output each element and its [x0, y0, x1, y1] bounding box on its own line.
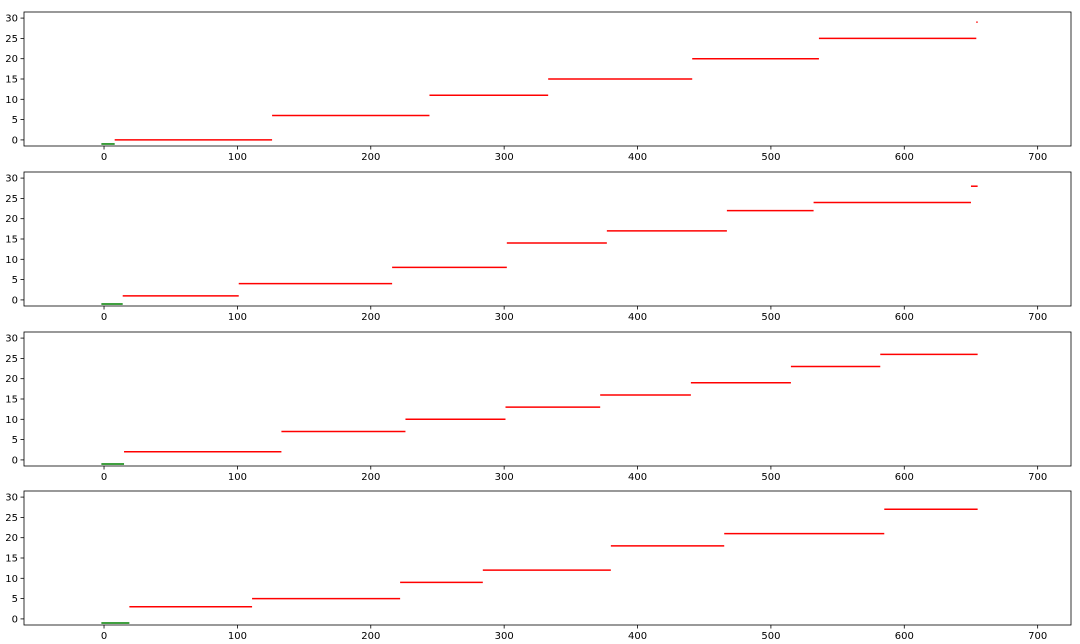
y-tick-label: 5 — [12, 275, 18, 286]
x-tick-label: 700 — [1028, 152, 1047, 163]
y-tick-label: 20 — [5, 374, 18, 385]
y-tick-label: 15 — [5, 235, 18, 246]
y-tick-label: 10 — [5, 415, 18, 426]
y-tick-label: 5 — [12, 115, 18, 126]
axes-frame — [23, 490, 1072, 626]
x-tick-label: 500 — [761, 312, 780, 323]
x-tick-label: 0 — [101, 152, 107, 163]
subplot-2: 0 100 200 300 400 500 600 700 0 5 10 15 20 25 30 — [5, 171, 1072, 323]
y-tick-label: 15 — [5, 75, 18, 86]
axes-frame — [23, 331, 1072, 467]
x-tick-label: 500 — [761, 152, 780, 163]
x-tick-label: 100 — [228, 312, 247, 323]
x-tick-label: 400 — [628, 152, 647, 163]
subplot-4: 0 100 200 300 400 500 600 700 0 5 10 15 20 25 30 — [5, 490, 1072, 642]
y-tick-label: 10 — [5, 255, 18, 266]
x-tick-label: 600 — [895, 312, 914, 323]
y-tick-label: 25 — [5, 194, 18, 205]
axes-frame — [23, 11, 1072, 147]
y-tick-label: 0 — [12, 455, 18, 466]
x-tick-label: 100 — [228, 631, 247, 642]
axes-frame — [23, 171, 1072, 307]
x-tick-label: 500 — [761, 631, 780, 642]
x-tick-label: 100 — [228, 152, 247, 163]
subplot-3: 0 100 200 300 400 500 600 700 0 5 10 15 20 25 30 — [5, 331, 1072, 483]
y-tick-label: 20 — [5, 214, 18, 225]
y-tick-label: 20 — [5, 54, 18, 65]
x-tick-label: 200 — [361, 312, 380, 323]
y-tick-label: 10 — [5, 95, 18, 106]
y-tick-label: 30 — [5, 174, 18, 185]
x-tick-label: 600 — [895, 631, 914, 642]
x-tick-label: 300 — [495, 472, 514, 483]
y-tick-label: 25 — [5, 513, 18, 524]
y-tick-label: 20 — [5, 533, 18, 544]
y-tick-label: 25 — [5, 354, 18, 365]
y-tick-label: 5 — [12, 435, 18, 446]
x-tick-label: 300 — [495, 152, 514, 163]
x-tick-label: 300 — [495, 631, 514, 642]
y-tick-label: 5 — [12, 594, 18, 605]
y-tick-label: 10 — [5, 574, 18, 585]
x-tick-label: 600 — [895, 152, 914, 163]
y-tick-label: 0 — [12, 135, 18, 146]
y-tick-label: 0 — [12, 295, 18, 306]
x-tick-label: 500 — [761, 472, 780, 483]
x-tick-label: 400 — [628, 312, 647, 323]
y-tick-label: 30 — [5, 14, 18, 25]
y-tick-label: 30 — [5, 334, 18, 345]
x-tick-label: 400 — [628, 472, 647, 483]
y-tick-label: 30 — [5, 493, 18, 504]
x-tick-label: 700 — [1028, 631, 1047, 642]
subplot-1: 0 100 200 300 400 500 600 700 0 5 10 15 20 25 30 — [5, 11, 1072, 163]
y-tick-label: 25 — [5, 34, 18, 45]
y-tick-label: 0 — [12, 614, 18, 625]
x-tick-label: 700 — [1028, 312, 1047, 323]
x-tick-label: 0 — [101, 631, 107, 642]
x-tick-label: 400 — [628, 631, 647, 642]
x-tick-label: 600 — [895, 472, 914, 483]
x-tick-label: 0 — [101, 472, 107, 483]
x-tick-label: 200 — [361, 472, 380, 483]
x-tick-label: 100 — [228, 472, 247, 483]
x-tick-label: 300 — [495, 312, 514, 323]
x-tick-label: 700 — [1028, 472, 1047, 483]
y-tick-label: 15 — [5, 554, 18, 565]
x-tick-label: 0 — [101, 312, 107, 323]
x-tick-label: 200 — [361, 152, 380, 163]
y-tick-label: 15 — [5, 395, 18, 406]
x-tick-label: 200 — [361, 631, 380, 642]
